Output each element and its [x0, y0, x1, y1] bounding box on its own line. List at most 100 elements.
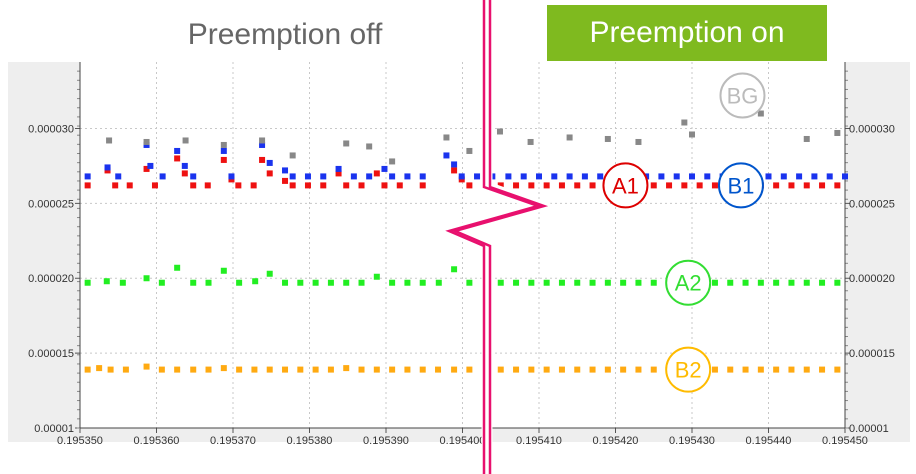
x-tick-label: 0.195390 [363, 435, 409, 447]
point-B2 [590, 367, 596, 373]
point-B1 [443, 152, 449, 158]
y-tick-label-left: 0.000030 [28, 123, 74, 135]
point-A2 [267, 271, 273, 277]
point-B1 [290, 173, 296, 179]
point-B1 [704, 173, 710, 179]
point-B2 [605, 367, 611, 373]
point-A2 [528, 280, 534, 286]
point-B2 [420, 367, 426, 373]
point-BG [221, 142, 227, 148]
point-A2 [635, 280, 641, 286]
point-BG [183, 137, 189, 143]
point-B1 [160, 173, 166, 179]
point-A1 [651, 182, 657, 188]
point-A2 [651, 280, 657, 286]
point-A1 [697, 182, 703, 188]
point-B2 [528, 367, 534, 373]
point-B1 [474, 173, 480, 179]
point-A2 [190, 280, 196, 286]
point-B1 [267, 160, 273, 166]
point-A2 [743, 280, 749, 286]
point-A2 [144, 275, 150, 281]
point-B2 [221, 365, 227, 371]
point-A1 [804, 182, 810, 188]
point-A1 [712, 182, 718, 188]
callout-label-A2: A2 [675, 271, 702, 296]
point-B2 [313, 367, 319, 373]
point-A2 [574, 280, 580, 286]
point-B1 [320, 173, 326, 179]
point-B1 [351, 173, 357, 179]
point-B2 [282, 367, 288, 373]
point-A2 [804, 280, 810, 286]
point-B1 [505, 173, 511, 179]
point-A1 [681, 182, 687, 188]
point-A1 [112, 182, 118, 188]
point-BG [290, 152, 296, 158]
point-BG [106, 137, 112, 143]
x-tick-label: 0.195400 [440, 435, 486, 447]
point-B1 [221, 148, 227, 154]
point-A1 [773, 182, 779, 188]
point-BG [689, 131, 695, 137]
point-A2 [544, 280, 550, 286]
point-A1 [834, 182, 840, 188]
point-A1 [819, 182, 825, 188]
point-B2 [712, 367, 718, 373]
x-tick-label: 0.195430 [669, 435, 715, 447]
point-A2 [174, 265, 180, 271]
point-BG [259, 137, 265, 143]
y-tick-label-right: 0.00001 [849, 423, 889, 435]
y-tick-label-right: 0.000015 [849, 348, 895, 360]
point-A2 [297, 280, 303, 286]
point-B1 [658, 173, 664, 179]
point-A1 [235, 182, 241, 188]
point-A2 [788, 280, 794, 286]
point-B2 [123, 367, 129, 373]
point-A1 [359, 182, 365, 188]
x-tick-label: 0.195440 [746, 435, 792, 447]
point-B1 [420, 173, 426, 179]
point-A1 [182, 170, 188, 176]
point-A1 [381, 182, 387, 188]
x-tick-label: 0.195360 [134, 435, 180, 447]
point-A2 [712, 280, 718, 286]
point-B2 [544, 367, 550, 373]
point-A2 [374, 274, 380, 280]
point-B1 [366, 173, 372, 179]
point-A2 [819, 280, 825, 286]
point-BG [681, 120, 687, 126]
y-tick-label-right: 0.000020 [849, 273, 895, 285]
point-B2 [513, 367, 519, 373]
point-A2 [513, 280, 519, 286]
point-B2 [743, 367, 749, 373]
point-A2 [343, 280, 349, 286]
point-A1 [221, 157, 227, 163]
point-B2 [466, 367, 472, 373]
point-A2 [466, 280, 472, 286]
point-B1 [567, 173, 573, 179]
point-B2 [574, 367, 580, 373]
point-B1 [389, 173, 395, 179]
y-tick-label-right: 0.000025 [849, 198, 895, 210]
point-B1 [105, 164, 111, 170]
point-A1 [374, 170, 380, 176]
point-B2 [389, 367, 395, 373]
point-B1 [381, 166, 387, 172]
point-B2 [374, 367, 380, 373]
callout-label-B2: B2 [675, 358, 702, 383]
point-B1 [282, 167, 288, 173]
point-B1 [674, 173, 680, 179]
point-B1 [147, 163, 153, 169]
point-A2 [236, 280, 242, 286]
point-B1 [404, 173, 410, 179]
point-B1 [796, 173, 802, 179]
point-B2 [635, 367, 641, 373]
point-BG [366, 143, 372, 149]
point-B1 [842, 173, 848, 179]
point-B1 [582, 173, 588, 179]
point-A1 [305, 182, 311, 188]
point-A1 [320, 182, 326, 188]
point-B1 [827, 173, 833, 179]
y-tick-label-right: 0.000030 [849, 123, 895, 135]
